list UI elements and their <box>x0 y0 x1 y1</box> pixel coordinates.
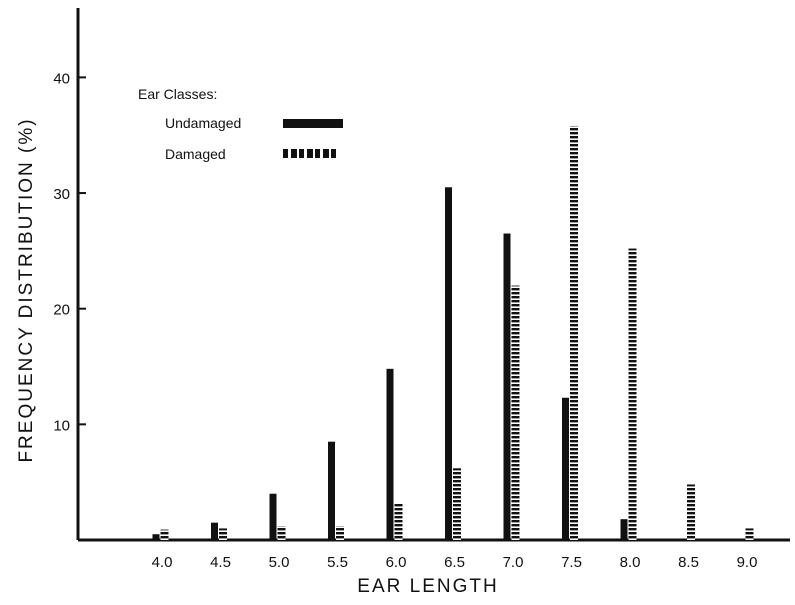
bar-undamaged-8.0 <box>620 519 628 540</box>
y-tick-label: 40 <box>53 70 70 87</box>
legend: Ear Classes: Undamaged Damaged <box>138 86 343 162</box>
legend-swatch-undamaged <box>283 119 343 128</box>
x-tick-label: 6.0 <box>386 554 407 571</box>
y-axis-title: FREQUENCY DISTRIBUTION (%) <box>16 117 37 462</box>
bar-damaged-8.5 <box>687 484 695 540</box>
x-tick-label: 7.0 <box>503 554 524 571</box>
legend-label-damaged: Damaged <box>165 146 226 162</box>
bar-damaged-7.5 <box>570 125 578 541</box>
x-tick-label: 5.0 <box>269 554 290 571</box>
bar-damaged-8.0 <box>628 248 637 540</box>
x-tick-label: 4.5 <box>210 554 231 571</box>
x-tick-label: 9.0 <box>737 554 758 571</box>
legend-label-undamaged: Undamaged <box>165 115 241 131</box>
bar-damaged-4.0 <box>160 529 169 540</box>
x-tick-label: 4.0 <box>152 554 173 571</box>
x-tick-label: 5.5 <box>327 554 348 571</box>
bar-damaged-5.5 <box>336 526 344 540</box>
x-axis-title: EAR LENGTH <box>357 576 498 597</box>
legend-swatch-damaged <box>283 149 336 158</box>
legend-title: Ear Classes: <box>138 86 217 102</box>
bar-undamaged-4.0 <box>152 534 160 540</box>
bar-undamaged-7.5 <box>562 397 569 540</box>
y-tick-label: 30 <box>53 186 70 203</box>
bar-damaged-5.0 <box>277 526 286 540</box>
x-tick-label: 7.5 <box>561 554 582 571</box>
bar-undamaged-5.5 <box>328 441 335 540</box>
y-tick-label: 10 <box>53 417 70 434</box>
bar-damaged-4.5 <box>219 528 227 540</box>
bar-damaged-7.0 <box>511 285 520 540</box>
y-tick-label: 20 <box>53 302 70 319</box>
x-tick-label: 6.5 <box>444 554 465 571</box>
axes <box>76 8 790 542</box>
bar-undamaged-7.0 <box>503 233 511 541</box>
bar-undamaged-6.0 <box>386 368 394 540</box>
bar-damaged-6.5 <box>453 468 461 540</box>
bar-damaged-9.0 <box>745 528 754 540</box>
x-tick-label: 8.0 <box>620 554 641 571</box>
bar-undamaged-6.5 <box>445 187 452 540</box>
bars <box>152 125 754 541</box>
ticks: 10 20 30 40 4.0 4.5 5.0 5.5 6.0 6.5 7.0 7.5 8.0 8.5 9.… <box>53 70 757 571</box>
x-tick-label: 8.5 <box>678 554 699 571</box>
bar-damaged-6.0 <box>394 502 403 540</box>
bar-undamaged-4.5 <box>211 522 218 540</box>
bar-undamaged-5.0 <box>269 493 277 540</box>
